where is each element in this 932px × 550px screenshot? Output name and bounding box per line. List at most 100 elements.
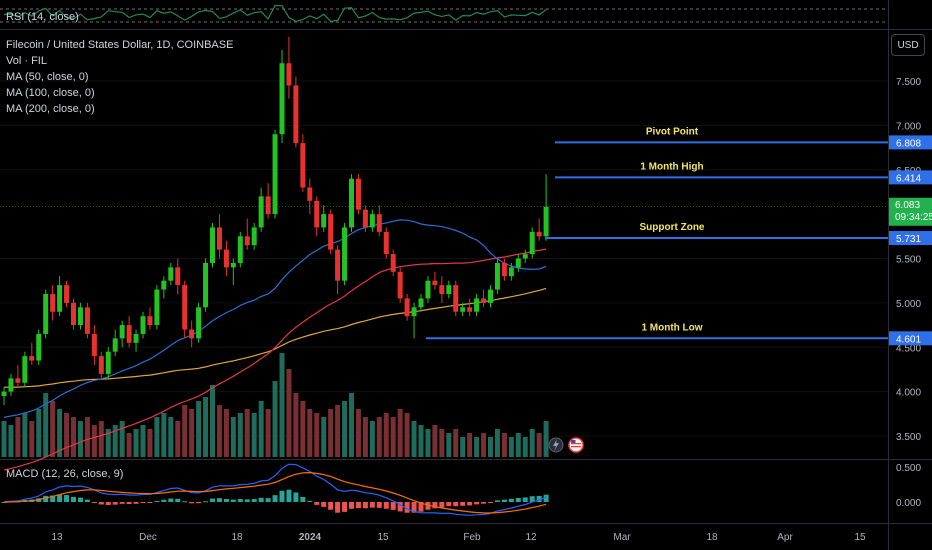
candle-body [64, 285, 70, 303]
candle-body [223, 249, 229, 268]
price-tags: 6.808 6.414 5.731 4.601 [889, 135, 932, 346]
candle-body [279, 63, 285, 135]
macd-hist-bar [515, 498, 521, 502]
candle-body [515, 258, 521, 268]
us-flag-stripe [571, 443, 581, 445]
macd-hist-bar [71, 496, 76, 502]
volume-bar [203, 397, 209, 457]
volume-bar [404, 413, 410, 457]
volume-bar [286, 369, 292, 457]
volume-bar [446, 433, 452, 457]
time-tick-label: Dec [139, 532, 157, 543]
indicator-ma100-label[interactable]: MA (100, close, 0) [6, 87, 95, 99]
macd-hist-bar [432, 502, 438, 509]
indicator-ma50-label[interactable]: MA (50, close, 0) [6, 71, 89, 83]
macd-hist-bar [43, 495, 49, 502]
volume-bar [196, 401, 202, 457]
volume-bar [29, 421, 35, 457]
price-tag-value: 5.731 [896, 234, 921, 245]
candle-body [43, 294, 49, 334]
candle-body [147, 316, 153, 326]
macd-hist-bar [383, 502, 389, 509]
macd-hist-bar [307, 500, 313, 502]
volume-bar [168, 417, 174, 457]
volume-bar [119, 421, 125, 457]
volume-bar [376, 417, 382, 457]
macd-hist-bar [161, 499, 167, 502]
volume-bar [84, 417, 90, 457]
annotation-lines[interactable]: Pivot Point 1 Month High Support Zone 1 Mon… [426, 126, 888, 340]
macd-pane[interactable]: MACD (12, 26, close, 9) 0.500 0.000 [1, 463, 922, 516]
candle-body [189, 329, 195, 339]
volume-bar [140, 425, 146, 457]
macd-hist-bar [126, 502, 132, 505]
volume-bar [216, 405, 222, 457]
lightning-glyph [553, 439, 559, 451]
macd-hist-bar [335, 502, 341, 513]
macd-hist-bar [494, 500, 500, 502]
volume-bar [349, 393, 354, 457]
volume-bar [126, 433, 132, 457]
macd-hist-bar [418, 502, 424, 512]
candle-body [29, 356, 35, 361]
main-price-pane[interactable]: Pivot Point 1 Month High Support Zone 1 Mon… [0, 36, 888, 471]
volume-bar [1, 421, 7, 457]
volume-bar [481, 433, 487, 457]
candle-body [293, 85, 299, 144]
volume-bars [1, 353, 549, 457]
time-tick-label: 18 [706, 532, 718, 543]
candle-body [161, 280, 167, 290]
macd-hist-bar [251, 499, 257, 502]
indicator-volume-label[interactable]: Vol · FIL [6, 55, 47, 67]
current-price-tag-box [889, 197, 932, 226]
us-flag-stripe [571, 446, 581, 448]
volume-bar [383, 413, 389, 457]
macd-hist-bar [508, 498, 514, 502]
macd-tick-1: 0.000 [896, 498, 921, 509]
candle-body [446, 285, 452, 294]
macd-hist-bar [168, 498, 174, 502]
macd-hist-bar [189, 502, 195, 504]
macd-hist-bar [328, 502, 334, 510]
candle-body [453, 285, 459, 312]
candle-body [216, 227, 222, 250]
candle-body [105, 351, 111, 374]
indicator-ma200-label[interactable]: MA (200, close, 0) [6, 103, 95, 115]
macd-hist-bar [397, 502, 403, 512]
macd-hist-bar [425, 502, 431, 510]
annotation-label: 1 Month Low [641, 322, 702, 333]
volume-bar [432, 425, 438, 457]
macd-hist-bar [467, 502, 473, 506]
annotation-label: Pivot Point [646, 126, 699, 137]
macd-hist-bar [355, 502, 361, 509]
volume-bar [397, 409, 403, 457]
candle-body [237, 236, 243, 263]
ma100-line [3, 248, 547, 471]
macd-hist-bar [230, 499, 236, 502]
candles [1, 36, 549, 405]
volume-bar [161, 413, 167, 457]
candle-body [71, 302, 76, 326]
macd-hist-bar [314, 502, 320, 505]
macd-hist-bar [203, 501, 209, 503]
time-axis[interactable]: 13 Dec 18 2024 15 Feb 12 Mar 18 Apr 15 [51, 532, 866, 543]
symbol-title[interactable]: Filecoin / United States Dollar, 1D, COI… [6, 39, 233, 51]
volume-bar [272, 381, 278, 457]
volume-bar [244, 409, 250, 457]
volume-bar [105, 429, 111, 457]
price-tick-label: 7.000 [896, 121, 921, 132]
volume-bar [189, 409, 195, 457]
currency-button[interactable]: USD [891, 34, 925, 56]
volume-bar [321, 417, 327, 457]
time-tick-label: 15 [377, 532, 389, 543]
macd-hist-bar [369, 502, 375, 508]
macd-hist-bar [446, 502, 452, 507]
candle-body [390, 254, 396, 272]
rsi-pane[interactable]: RSI (14, close) [0, 4, 888, 23]
volume-bar [230, 417, 236, 457]
candle-body [536, 231, 542, 237]
price-tag-box [889, 135, 932, 150]
candle-body [77, 307, 83, 326]
